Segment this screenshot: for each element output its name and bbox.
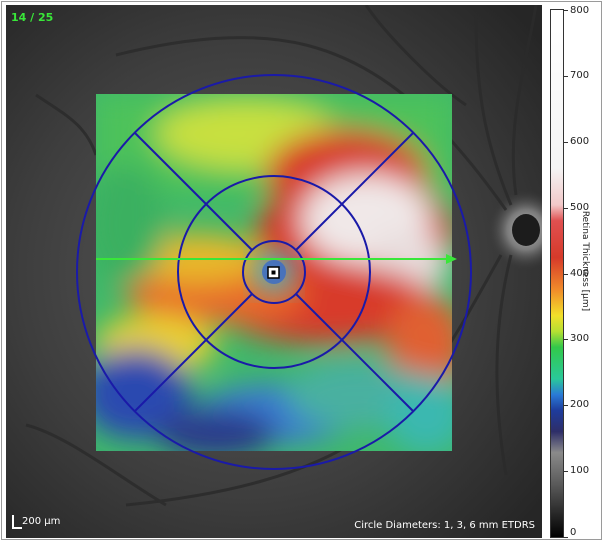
etdrs-sector-line (134, 293, 253, 412)
colorbar-tick (564, 471, 568, 473)
etdrs-inner-circle (242, 240, 306, 304)
circle-diameters-label: Circle Diameters: 1, 3, 6 mm ETDRS (354, 520, 535, 531)
colorbar-tick-label: 300 (570, 333, 590, 345)
fundus-image: 14 / 25 200 µm Circle Diameters: 1, 3, 6… (6, 5, 542, 538)
colorbar-title: Retina Thickness [µm] (580, 210, 590, 312)
etdrs-sector-line (134, 132, 253, 251)
colorbar-tick-label: 800 (570, 5, 590, 16)
colorbar-gradient (550, 9, 564, 538)
colorbar-tick (564, 339, 568, 341)
colorbar-tick-label: 700 (570, 69, 590, 81)
retinal-vessels (25, 5, 538, 507)
colorbar-tick (564, 207, 568, 209)
etdrs-sector-line (295, 293, 414, 412)
colorbar-tick (564, 537, 568, 538)
colorbar-tick-label: 100 (570, 465, 590, 477)
scale-bar-icon (12, 515, 22, 529)
colorbar-tick-label: 500 (570, 201, 590, 213)
scan-line (96, 254, 457, 264)
fovea-marker-icon (267, 266, 280, 279)
colorbar-tick (564, 141, 568, 143)
etdrs-outer-circle (76, 74, 472, 470)
scan-counter: 14 / 25 (11, 11, 54, 24)
colorbar-tick (564, 405, 568, 407)
etdrs-middle-circle (177, 175, 371, 369)
scale-label: 200 µm (22, 516, 61, 527)
colorbar-tick-label: 400 (570, 267, 590, 279)
etdrs-grid (76, 74, 472, 470)
colorbar-legend: 800 700 600 500 400 300 200 100 0 Retina Thickne… (547, 6, 601, 538)
colorbar-tick-label: 600 (570, 135, 590, 147)
etdrs-sector-line (295, 132, 414, 251)
colorbar-tick-label: 200 (570, 399, 590, 411)
arrow-right-icon (446, 254, 457, 264)
colorbar-tick (564, 10, 568, 11)
colorbar-tick (564, 273, 568, 275)
colorbar-tick-label: 0 (570, 527, 577, 538)
colorbar-tick (564, 75, 568, 77)
